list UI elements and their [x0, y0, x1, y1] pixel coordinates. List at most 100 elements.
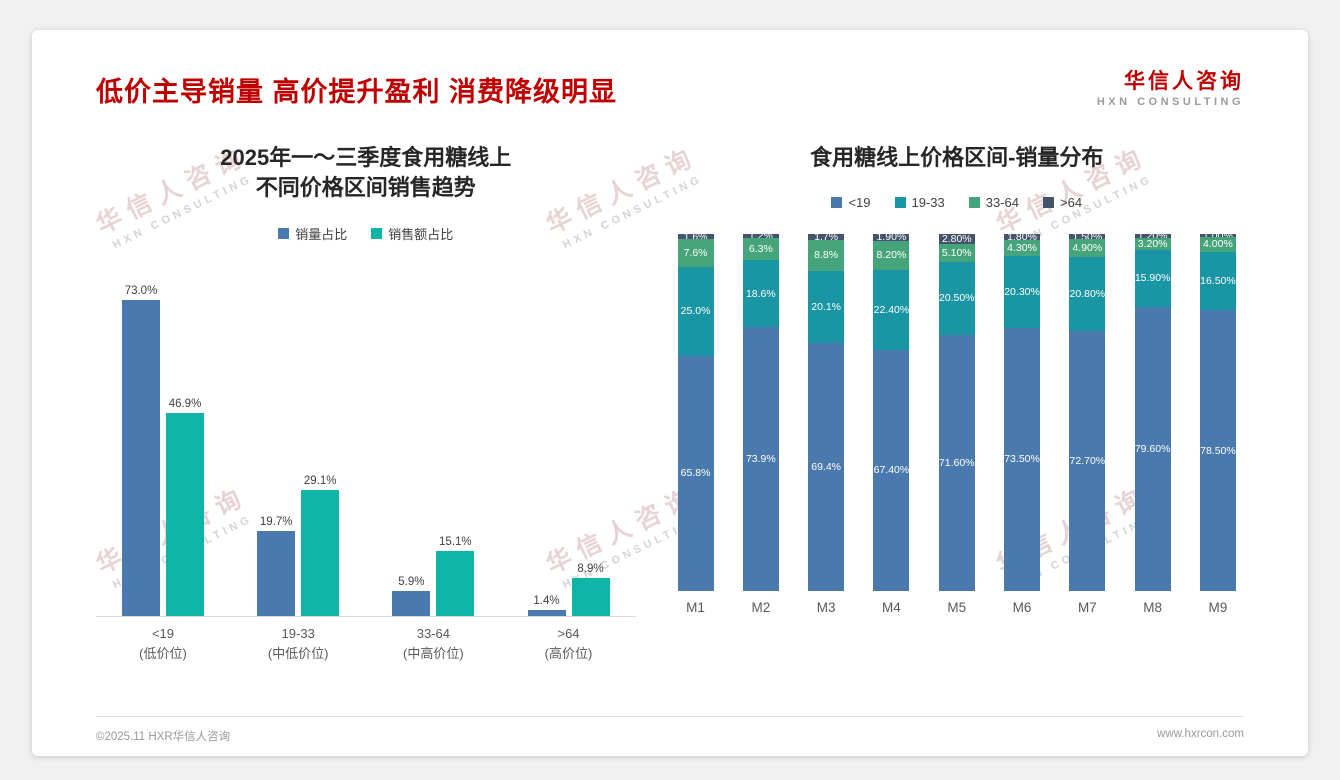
stacked-segment: 65.8% — [677, 355, 714, 591]
bar-wrap: 15.1% — [436, 269, 475, 617]
segment-value-label: 73.50% — [1004, 453, 1040, 466]
bar-wrap: 8.9% — [571, 269, 610, 617]
segment-value-label: 7.6% — [683, 246, 708, 259]
legend-swatch — [968, 196, 980, 208]
bar — [392, 590, 431, 617]
legend-item: 销售额占比 — [371, 224, 453, 243]
bar — [122, 299, 160, 617]
x-axis-label-tier: (低价位) — [139, 645, 187, 661]
stacked-bar: 65.8% 25.0% 7.6% 1.6% — [677, 231, 714, 591]
stacked-segment: 15.90% — [1134, 249, 1171, 307]
stacked-segment: 4.90% — [1069, 239, 1106, 257]
x-axis-label-range: <19 — [151, 626, 175, 642]
stacked-segment: 20.50% — [938, 261, 975, 336]
stacked-segment: 1.80% — [1004, 231, 1041, 244]
bar-wrap: 5.9% — [392, 269, 431, 617]
legend-label: 销售额占比 — [388, 227, 454, 243]
stacked-segment: 71.60% — [938, 335, 975, 591]
stacked-segment: 72.70% — [1069, 331, 1106, 591]
segment-value-label: 1.7% — [814, 230, 839, 243]
segment-value-label: 20.30% — [1004, 286, 1040, 299]
x-axis-label-range: 33-64 — [416, 626, 450, 642]
legend-label: 销量占比 — [295, 227, 348, 243]
x-axis-label: M4 — [882, 599, 901, 615]
x-axis-label: >64 (高价位) — [528, 624, 610, 663]
legend-swatch — [894, 196, 906, 208]
stacked-bar: 79.60% 15.90% 3.20% 1.20% — [1134, 230, 1171, 591]
legend-item: 销量占比 — [278, 224, 347, 243]
charts-area: 2025年一～三季度食用糖线上 不同价格区间销售趋势 销量占比 销售额占比 73.… — [96, 133, 1244, 663]
stacked-segment: 8.20% — [873, 240, 910, 271]
trend-chart: 2025年一～三季度食用糖线上 不同价格区间销售趋势 销量占比 销售额占比 73.… — [96, 133, 636, 663]
x-axis-label-tier: (高价位) — [544, 645, 593, 661]
segment-value-label: 1.80% — [1007, 231, 1037, 244]
bar-value-label: 29.1% — [303, 475, 337, 488]
bar-group: 1.4% 8.9% — [527, 269, 610, 617]
slide-footer: ©2025.11 HXR华信人咨询 www.hxrcon.com — [96, 716, 1244, 744]
distribution-chart-title: 食用糖线上价格区间-销量分布 — [810, 145, 1104, 170]
stacked-bar: 67.40% 22.40% 8.20% 1.90% — [873, 231, 910, 591]
bar-value-label: 15.1% — [439, 535, 472, 548]
segment-value-label: 73.9% — [745, 452, 776, 465]
bar-value-label: 8.9% — [577, 562, 604, 575]
distribution-chart-legend: <19 19-33 33-64 >64 — [670, 195, 1244, 210]
legend-label: <19 — [848, 194, 871, 210]
x-axis-label-range: 19-33 — [281, 626, 315, 642]
stacked-segment: 5.10% — [938, 243, 975, 262]
stacked-segment: 1.7% — [808, 230, 845, 243]
trend-chart-plot: 73.0% 46.9% 19.7% 29.1% 5.9% 15.1% 1.4% 8.9% — [96, 269, 636, 618]
stacked-segment: 20.80% — [1069, 256, 1106, 332]
segment-value-label: 2.80% — [941, 232, 972, 245]
trend-chart-title-line2: 不同价格区间销售趋势 — [255, 174, 476, 200]
segment-value-label: 65.8% — [680, 467, 711, 480]
segment-value-label: 16.50% — [1200, 275, 1236, 287]
segment-value-label: 22.40% — [873, 304, 910, 317]
legend-label: 33-64 — [985, 194, 1020, 210]
x-axis-label: M1 — [686, 599, 705, 615]
x-axis-label: M9 — [1208, 599, 1228, 615]
legend-swatch — [371, 228, 383, 240]
slide-card: 华信人咨询 HXN CONSULTING 华信人咨询 HXN CONSULTING 华信… — [32, 30, 1308, 756]
bar-group: 73.0% 46.9% — [122, 269, 204, 617]
x-axis-label: M6 — [1012, 599, 1032, 615]
x-axis-label: M8 — [1143, 599, 1162, 615]
legend-item: 33-64 — [968, 194, 1020, 210]
stacked-bar: 71.60% 20.50% 5.10% 2.80% — [938, 232, 975, 591]
stacked-segment: 20.1% — [808, 271, 845, 343]
footer-url: www.hxrcon.com — [1157, 728, 1244, 740]
bar — [301, 490, 340, 617]
stacked-segment: 69.4% — [808, 342, 845, 591]
stacked-segment: 4.00% — [1199, 237, 1236, 252]
bar-value-label: 73.0% — [124, 284, 158, 297]
legend-swatch — [1043, 196, 1055, 208]
page-title: 低价主导销量 高价提升盈利 消费降级明显 — [96, 77, 618, 107]
x-axis-label: M5 — [947, 599, 967, 615]
segment-value-label: 4.30% — [1007, 242, 1037, 255]
x-axis-label: <19 (低价位) — [122, 624, 204, 663]
segment-value-label: 4.00% — [1203, 238, 1233, 251]
segment-value-label: 20.80% — [1069, 288, 1106, 301]
x-axis-label-tier: (中低价位) — [267, 645, 329, 661]
brand-logo-subtitle: HXN CONSULTING — [1096, 96, 1244, 109]
stacked-segment: 20.30% — [1004, 255, 1041, 329]
segment-value-label: 71.60% — [938, 456, 975, 469]
segment-value-label: 20.1% — [811, 301, 842, 314]
stacked-segment: 6.3% — [742, 238, 779, 261]
stacked-segment: 73.50% — [1004, 328, 1041, 591]
legend-swatch — [831, 196, 843, 208]
stacked-segment: 25.0% — [677, 266, 714, 356]
segment-value-label: 6.3% — [748, 243, 773, 256]
stacked-bar: 72.70% 20.80% 4.90% 1.50% — [1069, 231, 1106, 591]
legend-item: <19 — [831, 194, 871, 210]
x-axis-label: M3 — [816, 599, 836, 615]
bar-wrap: 29.1% — [301, 269, 340, 617]
stacked-segment: 4.30% — [1004, 240, 1041, 256]
brand-logo-name: 华信人咨询 — [1124, 70, 1244, 93]
x-axis-label: M7 — [1077, 599, 1097, 615]
stacked-bar: 78.50% 16.50% 4.00% 1.00% — [1199, 230, 1236, 591]
stacked-segment: 8.8% — [808, 239, 845, 272]
x-axis-label-range: >64 — [557, 626, 580, 642]
stacked-bar: 69.4% 20.1% 8.8% 1.7% — [808, 230, 845, 591]
trend-chart-title: 2025年一～三季度食用糖线上 不同价格区间销售趋势 — [96, 143, 636, 202]
bar — [527, 610, 566, 617]
